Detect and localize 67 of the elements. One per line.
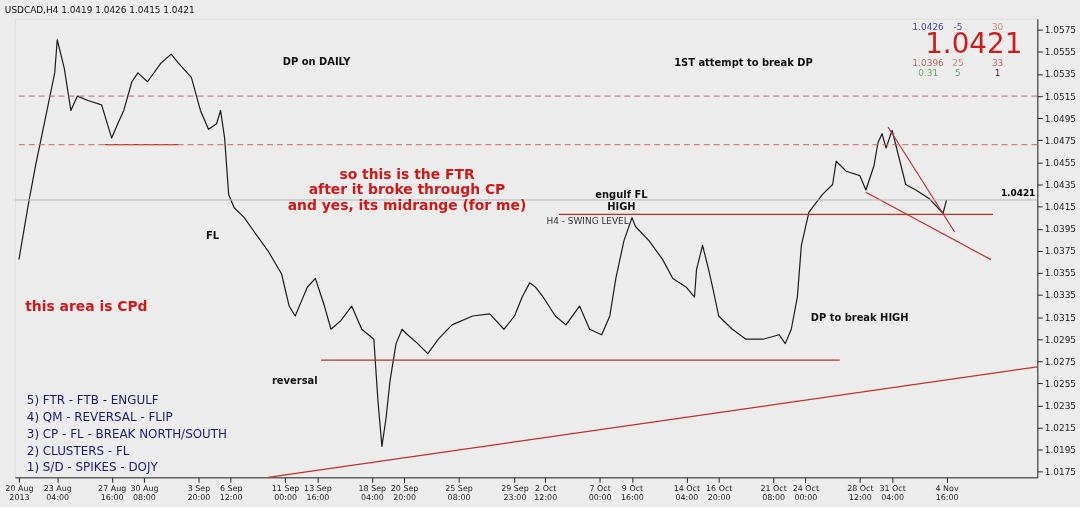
x-tick-label: 28 Oct 12:00 <box>847 483 874 502</box>
y-tick-label: 1.0295 <box>1044 334 1076 345</box>
x-tick-label: 14 Oct 04:00 <box>673 483 701 502</box>
annotation: 25 <box>952 58 964 69</box>
x-tick-label: 31 Oct 04:00 <box>879 483 906 502</box>
y-tick-label: 1.0555 <box>1044 47 1076 58</box>
x-tick-label: 24 Oct 00:00 <box>792 483 820 502</box>
y-tick-label: 1.0535 <box>1044 69 1076 80</box>
y-tick-label: 1.0175 <box>1044 467 1076 478</box>
x-tick-label: 18 Sep 04:00 <box>358 483 387 502</box>
annotation: 0.31 <box>918 68 939 79</box>
y-tick-label: 1.0255 <box>1044 378 1076 389</box>
annotation: H4 - SWING LEVEL <box>546 216 629 227</box>
annotation: so this is the FTR after it broke through CP and yes, its midrange (for me) <box>287 165 527 214</box>
x-tick-label: 2 Oct 12:00 <box>534 483 558 502</box>
annotation: 5) FTR - FTB - ENGULF <box>26 392 159 407</box>
annotation: engulf FL HIGH <box>595 189 649 213</box>
y-tick-label: 1.0455 <box>1044 157 1076 168</box>
y-tick-label: 1.0315 <box>1044 312 1076 323</box>
ref-line-label: 1.0421 <box>1000 188 1036 198</box>
y-tick-label: 1.0475 <box>1044 135 1076 146</box>
y-tick-label: 1.0355 <box>1044 268 1076 279</box>
annotation: 30 <box>991 21 1004 32</box>
x-tick-label: 20 Aug 2013 <box>5 483 34 502</box>
y-tick-label: 1.0195 <box>1044 445 1076 456</box>
annotation: 5 <box>955 68 961 79</box>
annotation: reversal <box>271 375 318 387</box>
x-tick-label: 7 Oct 00:00 <box>588 483 612 502</box>
x-tick-label: 21 Oct 08:00 <box>760 483 787 502</box>
y-tick-label: 1.0435 <box>1044 179 1076 190</box>
y-tick-label: 1.0235 <box>1044 400 1076 411</box>
x-tick-label: 4 Nov 16:00 <box>935 483 959 502</box>
annotation: -5 <box>953 21 963 32</box>
y-tick-label: 1.0395 <box>1044 224 1076 235</box>
y-tick-label: 1.0375 <box>1044 246 1076 257</box>
x-tick-label: 9 Oct 16:00 <box>621 483 644 502</box>
annotation: 33 <box>991 58 1004 69</box>
x-tick-label: 16 Oct 20:00 <box>706 483 733 502</box>
y-tick-label: 1.0575 <box>1044 25 1076 36</box>
annotation: this area is CPd <box>25 297 148 314</box>
y-tick-label: 1.0335 <box>1044 290 1076 301</box>
annotation: 2) CLUSTERS - FL <box>26 443 130 458</box>
annotation: 3) CP - FL - BREAK NORTH/SOUTH <box>26 426 227 441</box>
x-tick-label: 6 Sep 12:00 <box>219 483 243 502</box>
x-tick-label: 30 Aug 08:00 <box>130 483 159 502</box>
y-tick-label: 1.0495 <box>1044 113 1076 124</box>
x-tick-label: 27 Aug 16:00 <box>98 483 127 502</box>
annotation: 1ST attempt to break DP <box>674 57 813 69</box>
annotation: 4) QM - REVERSAL - FLIP <box>26 409 173 424</box>
x-tick-label: 20 Sep 20:00 <box>390 483 419 502</box>
x-tick-label: 13 Sep 16:00 <box>304 483 332 502</box>
y-tick-label: 1.0415 <box>1044 202 1076 213</box>
annotation: FL <box>205 230 220 242</box>
x-tick-label: 23 Aug 04:00 <box>43 483 72 502</box>
chart-title: USDCAD,H4 1.0419 1.0426 1.0415 1.0421 <box>4 4 195 15</box>
annotation: DP on DAILY <box>282 56 352 68</box>
x-tick-label: 3 Sep 20:00 <box>187 483 211 502</box>
annotation: DP to break HIGH <box>810 312 909 324</box>
y-tick-label: 1.0515 <box>1044 91 1076 102</box>
annotation: 1.0396 <box>912 58 945 69</box>
x-tick-label: 25 Sep 08:00 <box>445 483 473 502</box>
annotation: 1 <box>994 68 1001 79</box>
y-tick-label: 1.0215 <box>1044 423 1076 434</box>
x-tick-label: 11 Sep 00:00 <box>271 483 300 502</box>
x-tick-label: 29 Sep 23:00 <box>501 483 529 502</box>
y-tick-label: 1.0275 <box>1044 356 1076 367</box>
annotation: 1) S/D - SPIKES - DOJY <box>26 460 159 475</box>
